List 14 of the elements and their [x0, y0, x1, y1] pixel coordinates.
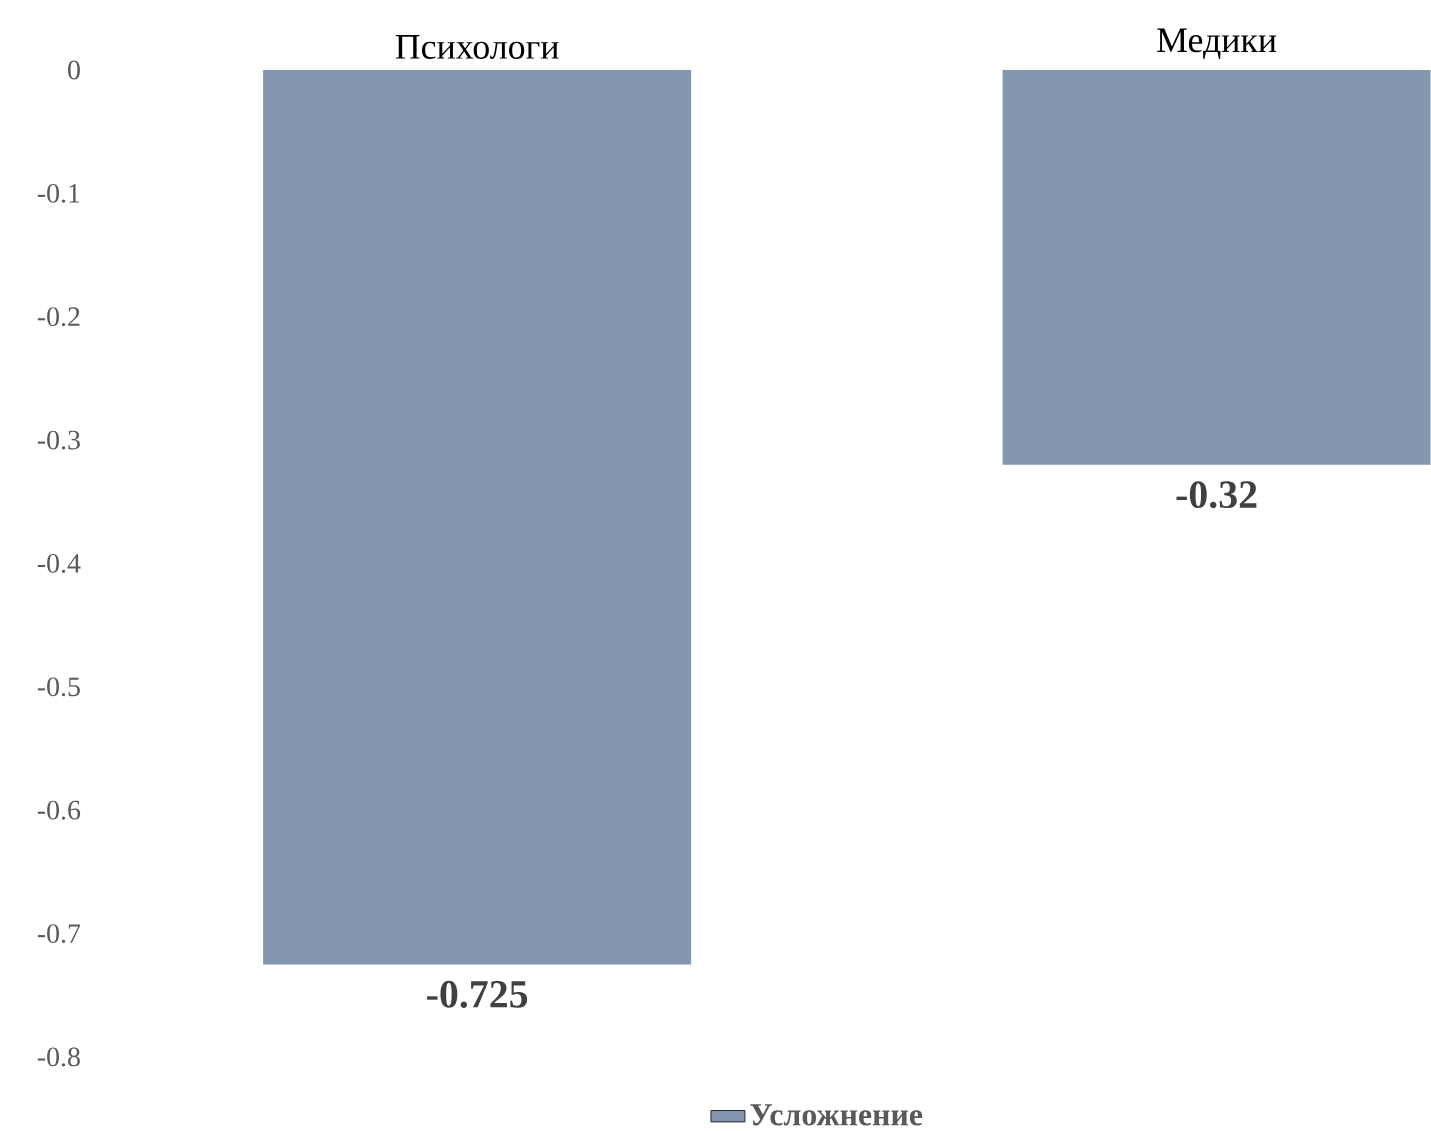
y-tick-label: -0.7 — [37, 924, 81, 944]
data-label: -0.725 — [427, 980, 528, 1008]
y-tick-label: -0.8 — [37, 1047, 80, 1067]
x-tick-label: Медики — [1157, 28, 1277, 59]
y-tick-label: -0.2 — [37, 307, 80, 327]
y-tick-label: 0 — [68, 60, 80, 80]
y-tick-label: -0.3 — [37, 430, 80, 450]
x-tick-label: Психологи — [395, 35, 559, 59]
data-label: -0.32 — [1176, 481, 1257, 509]
legend-label: Усложнение — [750, 1104, 923, 1126]
y-tick-label: -0.5 — [37, 677, 80, 697]
y-tick-label: -0.1 — [37, 183, 80, 203]
y-tick-label: -0.6 — [37, 800, 81, 820]
y-tick-label: -0.4 — [37, 554, 81, 573]
